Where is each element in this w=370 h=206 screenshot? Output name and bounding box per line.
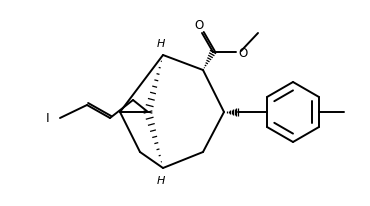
Text: O: O <box>194 19 204 32</box>
Text: H: H <box>157 176 165 186</box>
Text: H: H <box>157 39 165 49</box>
Text: O: O <box>238 47 248 60</box>
Text: I: I <box>46 111 50 124</box>
